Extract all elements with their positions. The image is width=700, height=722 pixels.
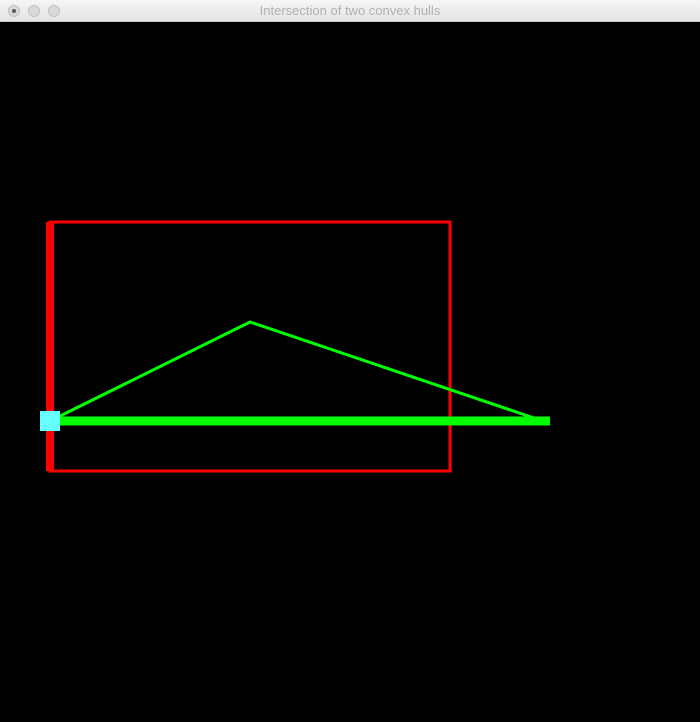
window-title: Intersection of two convex hulls (259, 3, 441, 18)
minimize-icon[interactable] (28, 5, 40, 17)
close-icon[interactable] (8, 5, 20, 17)
title-bar[interactable]: Intersection of two convex hulls (0, 0, 700, 22)
drawing-canvas (0, 22, 700, 722)
maximize-icon[interactable] (48, 5, 60, 17)
canvas-background (0, 22, 700, 722)
intersection-point-marker (40, 411, 60, 431)
